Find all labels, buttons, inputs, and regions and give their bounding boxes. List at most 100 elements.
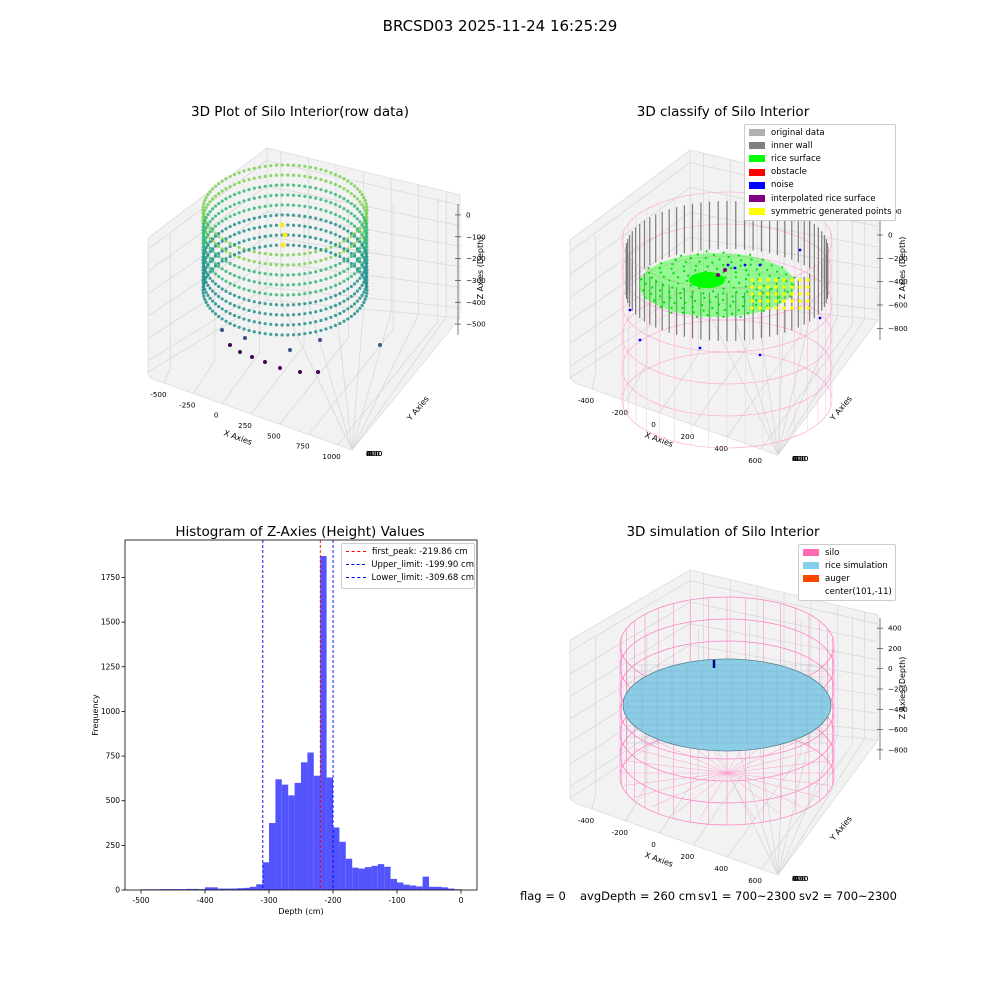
data-point — [274, 293, 279, 297]
data-point — [217, 201, 221, 206]
data-point — [210, 267, 215, 271]
data-point — [280, 273, 284, 277]
data-point — [217, 304, 221, 309]
rice-point — [679, 292, 682, 295]
data-point — [252, 226, 256, 230]
rice-point — [715, 311, 719, 315]
y-tick-label: -200 — [366, 449, 383, 458]
gridline — [569, 580, 879, 652]
data-point — [274, 243, 279, 247]
data-point — [204, 235, 208, 240]
data-point — [308, 331, 312, 335]
legend-swatch — [749, 142, 765, 150]
data-point — [220, 307, 224, 311]
data-point — [224, 269, 228, 273]
rice-point — [722, 298, 725, 302]
data-point — [349, 221, 353, 226]
symmetric-point — [798, 278, 802, 282]
data-point — [252, 196, 256, 200]
data-point — [217, 261, 221, 266]
data-point — [338, 254, 342, 259]
data-point — [314, 246, 318, 250]
data-point — [286, 173, 290, 177]
data-point — [201, 285, 205, 289]
data-point — [274, 163, 279, 167]
data-point — [362, 235, 366, 240]
legend-entry: rice surface — [745, 152, 895, 165]
legend-label: interpolated rice surface — [771, 193, 876, 204]
data-point — [360, 203, 364, 207]
rice-point — [758, 273, 761, 276]
data-point — [258, 175, 262, 179]
x-tick-label: 0 — [651, 420, 656, 429]
data-point — [202, 232, 206, 236]
gridline — [569, 237, 879, 321]
y-tick-label: 1750 — [101, 573, 120, 582]
data-point — [232, 283, 237, 288]
symmetric-point — [750, 299, 754, 303]
rice-point — [644, 282, 647, 285]
data-point — [210, 247, 215, 251]
rice-point — [778, 296, 781, 299]
x-tick-label: -250 — [179, 400, 196, 409]
rice-point — [671, 286, 674, 289]
data-point — [242, 179, 246, 183]
data-point — [269, 194, 273, 198]
data-point — [220, 297, 224, 301]
data-point — [247, 207, 251, 212]
data-point — [324, 239, 328, 243]
data-point — [324, 277, 328, 281]
data-point — [364, 212, 368, 216]
silo-floor-spoke — [623, 772, 728, 786]
gridline — [569, 287, 879, 367]
histogram-bar — [173, 889, 180, 890]
rice-point — [770, 287, 773, 291]
data-point — [286, 163, 290, 167]
data-point — [208, 296, 212, 300]
data-point — [232, 252, 237, 257]
data-point — [346, 267, 350, 271]
histogram-bar — [326, 777, 333, 890]
symmetric-point — [774, 285, 778, 289]
gridline — [351, 311, 392, 451]
histogram-bar — [377, 864, 385, 890]
rice-point — [730, 267, 733, 270]
data-point — [220, 277, 224, 281]
gridline — [308, 329, 394, 435]
data-point — [217, 191, 221, 196]
symmetric-point — [798, 299, 802, 303]
data-point — [274, 303, 279, 307]
legend-label: symmetric generated points — [771, 206, 892, 217]
y-tick-label: 200 — [792, 454, 806, 463]
x-tick-label: 400 — [714, 864, 728, 873]
data-point — [349, 241, 353, 246]
data-point — [352, 254, 357, 258]
noise-point — [726, 263, 730, 267]
data-point — [269, 244, 273, 248]
rice-point — [746, 312, 750, 315]
data-point — [346, 287, 350, 291]
data-point — [282, 232, 288, 238]
data-point — [297, 312, 301, 316]
legend-entry: interpolated rice surface — [745, 192, 895, 205]
data-point — [206, 293, 210, 297]
y-tick-label: 400 — [366, 449, 380, 458]
data-point — [220, 229, 224, 233]
data-point — [352, 224, 357, 228]
rice-point — [696, 253, 699, 256]
data-point — [201, 275, 205, 279]
data-point — [342, 227, 346, 231]
data-point — [329, 181, 333, 185]
data-point — [324, 229, 328, 233]
rice-point — [650, 276, 653, 279]
x-axis-label: X Axies — [643, 850, 674, 869]
data-point — [220, 317, 224, 321]
histogram-bar — [211, 887, 218, 890]
rice-point — [643, 296, 646, 299]
data-point — [297, 322, 301, 326]
data-point — [297, 292, 301, 296]
rice-point — [694, 264, 698, 267]
data-point — [206, 273, 210, 277]
data-point — [314, 280, 318, 284]
data-point — [252, 260, 256, 264]
